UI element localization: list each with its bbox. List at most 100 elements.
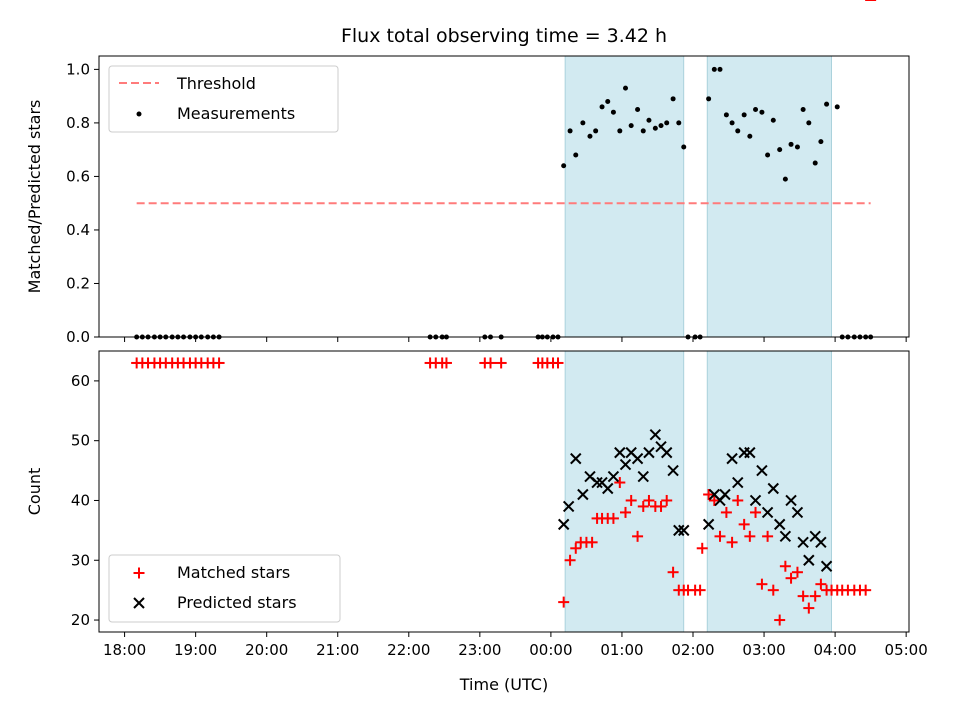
cross-stroke-b bbox=[649, 428, 662, 441]
predicted-point bbox=[661, 446, 673, 459]
cross-stroke-b bbox=[797, 536, 809, 549]
predicted-point bbox=[619, 458, 632, 471]
observing-window-band bbox=[564, 350, 685, 633]
measurement-point bbox=[735, 128, 741, 134]
predicted-point bbox=[785, 494, 797, 507]
x-tick-label: 18:00 bbox=[103, 641, 146, 659]
predicted-point bbox=[803, 554, 815, 566]
legend-frame bbox=[108, 65, 339, 133]
measurement-point bbox=[658, 123, 664, 129]
y-tick-label: 0.2 bbox=[66, 274, 90, 292]
cross-stroke-b bbox=[614, 446, 626, 459]
matched-point bbox=[785, 572, 797, 584]
matched-point bbox=[213, 357, 225, 369]
measurement-point bbox=[646, 117, 652, 123]
matched-point bbox=[632, 530, 644, 542]
matched-point bbox=[703, 488, 715, 500]
measurement-point bbox=[567, 128, 573, 134]
matched-point bbox=[767, 584, 779, 596]
measurement-point bbox=[818, 139, 824, 145]
predicted-point bbox=[607, 470, 620, 483]
measurement-point bbox=[782, 176, 788, 182]
legend-measurement-label: Measurements bbox=[177, 104, 295, 123]
matched-point bbox=[860, 584, 872, 596]
x-tick-label: 03:00 bbox=[742, 641, 785, 659]
measurement-point bbox=[812, 160, 818, 166]
predicted-point bbox=[767, 482, 779, 495]
measurement-point bbox=[664, 120, 670, 126]
predicted-point bbox=[726, 452, 738, 465]
ratio-panel: 0.0 0.2 0.4 0.6 0.8 1.0 Matched/Predicted star… bbox=[25, 55, 910, 346]
predicted-point bbox=[719, 488, 731, 501]
matched-point bbox=[756, 578, 768, 590]
x-tick-label: 04:00 bbox=[813, 641, 856, 659]
y-tick-label: 40 bbox=[71, 491, 90, 509]
cross-stroke-b bbox=[815, 536, 827, 549]
cross-stroke-b bbox=[719, 488, 731, 501]
measurement-point bbox=[635, 107, 641, 113]
predicted-point bbox=[797, 536, 809, 549]
measurement-point bbox=[610, 109, 616, 115]
measurement-point bbox=[794, 144, 800, 150]
axes-frame bbox=[98, 350, 910, 633]
predicted-point bbox=[562, 500, 575, 513]
matched-point bbox=[803, 602, 815, 614]
matched-point bbox=[696, 542, 708, 554]
cross-stroke-b bbox=[631, 452, 644, 465]
matched-point bbox=[625, 494, 637, 506]
legend-measurement-swatch bbox=[136, 111, 142, 117]
predicted-point bbox=[602, 482, 614, 495]
matched-point bbox=[564, 554, 576, 566]
predicted-point bbox=[643, 446, 655, 459]
measurement-point bbox=[640, 128, 646, 134]
x-tick-label: 01:00 bbox=[600, 641, 643, 659]
cross-stroke-b bbox=[779, 530, 792, 543]
measurement-point bbox=[834, 104, 840, 110]
matched-point bbox=[708, 494, 720, 506]
cross-stroke-b bbox=[678, 524, 690, 537]
observing-window-band bbox=[706, 55, 832, 338]
cross-stroke-b bbox=[708, 488, 721, 501]
measurement-point bbox=[681, 144, 687, 150]
matched-point bbox=[558, 596, 570, 608]
measurement-point bbox=[741, 112, 747, 118]
predicted-point bbox=[732, 476, 744, 489]
legend-predicted-swatch bbox=[133, 597, 145, 609]
cross-stroke-b bbox=[619, 458, 632, 471]
axes-frame bbox=[98, 55, 910, 338]
cross-stroke-b bbox=[625, 446, 637, 459]
measurement-point bbox=[759, 109, 765, 115]
measurement-point bbox=[800, 107, 806, 113]
predicted-point bbox=[678, 524, 690, 537]
x-tick-label: 20:00 bbox=[245, 641, 288, 659]
measurement-point bbox=[561, 163, 567, 169]
cross-stroke-b bbox=[596, 476, 608, 489]
predicted-point bbox=[761, 506, 774, 519]
predicted-point bbox=[820, 560, 833, 572]
predicted-point bbox=[815, 536, 827, 549]
measurement-point bbox=[753, 107, 759, 113]
cross-stroke-b bbox=[655, 440, 667, 453]
predicted-point bbox=[773, 518, 786, 531]
y-tick-label: 50 bbox=[71, 432, 90, 450]
measurement-point bbox=[580, 120, 586, 126]
predicted-point bbox=[637, 470, 649, 483]
predicted-point bbox=[702, 518, 715, 531]
cross-stroke-b bbox=[773, 518, 786, 531]
cross-stroke-b bbox=[607, 470, 620, 483]
cross-stroke-b bbox=[756, 464, 768, 477]
legend-matched-swatch bbox=[133, 567, 145, 579]
matched-point bbox=[485, 357, 496, 369]
x-tick-label: 21:00 bbox=[316, 641, 359, 659]
matched-point bbox=[637, 500, 649, 512]
measurement-point bbox=[770, 117, 776, 123]
matched-point bbox=[762, 530, 774, 542]
measurement-point bbox=[729, 120, 735, 126]
cross-stroke-b bbox=[577, 488, 589, 501]
measurement-point bbox=[617, 128, 623, 134]
cross-stroke-b bbox=[602, 482, 614, 495]
cross-stroke-b bbox=[570, 452, 582, 465]
cross-stroke-b bbox=[785, 494, 797, 507]
y-tick-label: 0.4 bbox=[66, 221, 90, 239]
matched-point bbox=[586, 536, 598, 548]
